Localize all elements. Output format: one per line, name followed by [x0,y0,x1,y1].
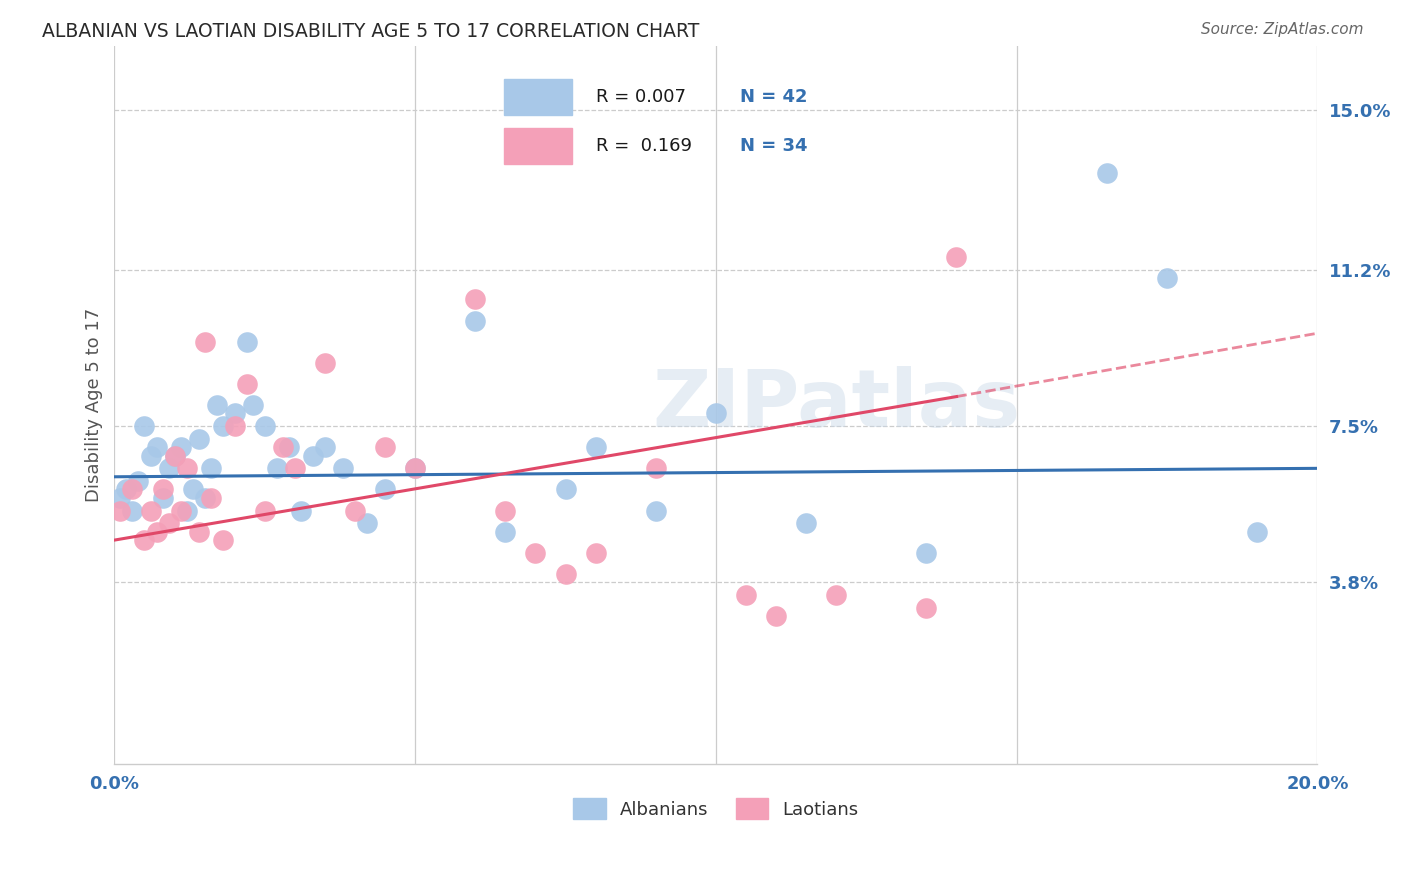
Text: ALBANIAN VS LAOTIAN DISABILITY AGE 5 TO 17 CORRELATION CHART: ALBANIAN VS LAOTIAN DISABILITY AGE 5 TO … [42,22,700,41]
Point [314,440,336,454]
Point [253,419,276,434]
Point [554,566,576,581]
Point [200,461,222,475]
Point [115,483,138,497]
Point [915,600,938,615]
Point [157,516,180,531]
Point [139,449,162,463]
Point [554,483,576,497]
Point [110,503,132,517]
Point [187,432,209,446]
Point [271,440,294,454]
Point [134,419,156,434]
Point [224,419,246,434]
Y-axis label: Disability Age 5 to 17: Disability Age 5 to 17 [86,308,103,502]
Point [127,474,149,488]
Point [1095,166,1118,180]
Point [585,546,607,560]
Point [235,376,257,391]
Point [176,503,198,517]
Point [235,334,257,349]
Point [1156,271,1178,285]
Legend: Albanians, Laotians: Albanians, Laotians [565,791,866,827]
Point [290,503,312,517]
Point [145,440,167,454]
Point [121,503,143,517]
Point [302,449,325,463]
Point [163,449,186,463]
Point [176,461,198,475]
Point [464,313,486,327]
Point [825,588,848,602]
Point [110,491,132,505]
Point [139,503,162,517]
Point [181,483,204,497]
Point [134,533,156,547]
Point [242,398,264,412]
Point [224,407,246,421]
Point [211,419,233,434]
Point [915,546,938,560]
Point [704,407,727,421]
Point [314,356,336,370]
Point [343,503,366,517]
Point [205,398,228,412]
Point [374,440,396,454]
Point [169,440,191,454]
Point [1246,524,1268,539]
Point [356,516,378,531]
Point [464,293,486,307]
Point [152,491,174,505]
Point [585,440,607,454]
Text: ZIPatlas: ZIPatlas [652,366,1021,444]
Point [163,449,186,463]
Point [211,533,233,547]
Point [332,461,354,475]
Point [945,250,967,264]
Point [404,461,426,475]
Point [145,524,167,539]
Point [524,546,547,560]
Point [266,461,288,475]
Point [194,334,217,349]
Text: Source: ZipAtlas.com: Source: ZipAtlas.com [1201,22,1364,37]
Point [277,440,299,454]
Point [735,588,758,602]
Point [169,503,191,517]
Point [121,483,143,497]
Point [494,524,516,539]
Point [284,461,307,475]
Point [765,609,787,624]
Point [404,461,426,475]
Point [794,516,817,531]
Point [200,491,222,505]
Point [194,491,217,505]
Point [644,503,666,517]
Point [253,503,276,517]
Point [157,461,180,475]
Point [374,483,396,497]
Point [187,524,209,539]
Point [494,503,516,517]
Point [152,483,174,497]
Point [644,461,666,475]
